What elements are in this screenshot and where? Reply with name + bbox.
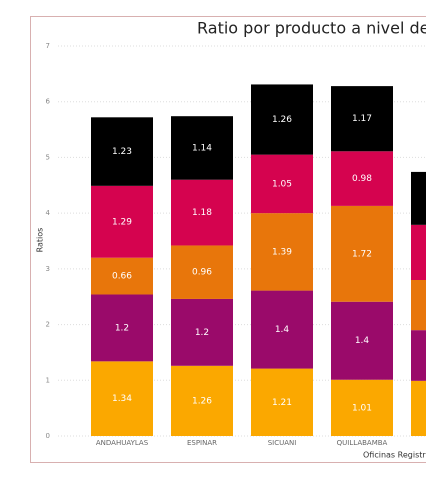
value-label: 1.72 (352, 249, 372, 259)
bar-segment (91, 117, 153, 186)
bar-segment (251, 290, 313, 369)
value-label: 1.23 (112, 147, 132, 157)
bar-segment (171, 245, 233, 299)
bar-segment (331, 151, 393, 206)
value-label: 1.4 (275, 325, 290, 335)
bar-segment (91, 294, 153, 362)
bar-segment (251, 154, 313, 214)
y-tick-label: 6 (46, 98, 51, 106)
y-tick-label: 3 (46, 265, 50, 273)
x-tick-label: ANDAHUAYLAS (96, 439, 149, 447)
bar-segment (251, 368, 313, 436)
bar-segment (411, 280, 426, 331)
value-label: 1.14 (192, 143, 212, 153)
value-label: 0.66 (112, 272, 132, 282)
bar-segment (251, 84, 313, 155)
bar-segment (331, 379, 393, 436)
bar-segment (411, 330, 426, 381)
chart-title: Ratio por producto a nivel de O (197, 19, 426, 38)
value-label: 1.01 (352, 403, 372, 413)
bar-segment (251, 213, 313, 291)
value-label: 1.29 (112, 217, 132, 227)
bar-segment (171, 116, 233, 180)
chart-frame (30, 16, 426, 463)
x-tick-label: QUILLABAMBA (337, 439, 388, 447)
bar-segment (91, 185, 153, 258)
value-label: 1.34 (112, 394, 132, 404)
y-tick-label: 2 (46, 321, 50, 329)
y-tick-label: 1 (46, 376, 50, 384)
value-label: 1.2 (115, 323, 129, 333)
bar-segment (331, 301, 393, 380)
value-label: 0.98 (352, 174, 372, 184)
bar-segment (91, 361, 153, 436)
value-label: 1.17 (352, 114, 372, 124)
value-label: 0.96 (192, 268, 212, 278)
bar-segment (171, 365, 233, 436)
bar-segment (171, 179, 233, 246)
y-tick-label: 7 (46, 42, 50, 50)
y-tick-label: 0 (46, 432, 50, 440)
value-label: 1.4 (355, 336, 370, 346)
value-label: 1.18 (192, 208, 212, 218)
y-axis-title: Ratios (36, 228, 45, 253)
bar-segment (331, 205, 393, 302)
value-label: 1.39 (272, 247, 292, 257)
bar-segment (171, 298, 233, 366)
bar-segment (411, 171, 426, 225)
x-axis-title: Oficinas Registr (363, 451, 426, 460)
y-tick-label: 4 (46, 209, 51, 217)
y-tick-label: 5 (46, 153, 50, 161)
value-label: 1.05 (272, 179, 292, 189)
x-tick-label: SICUANI (268, 439, 297, 447)
value-label: 1.21 (272, 398, 292, 408)
bar-segment (331, 86, 393, 152)
value-label: 1.26 (192, 396, 212, 406)
x-tick-label: ESPINAR (187, 439, 217, 447)
bar-segment (411, 380, 426, 436)
bar-segment (411, 224, 426, 280)
bar-segment (91, 257, 153, 295)
value-label: 1.2 (195, 328, 209, 338)
value-label: 1.26 (272, 115, 292, 125)
